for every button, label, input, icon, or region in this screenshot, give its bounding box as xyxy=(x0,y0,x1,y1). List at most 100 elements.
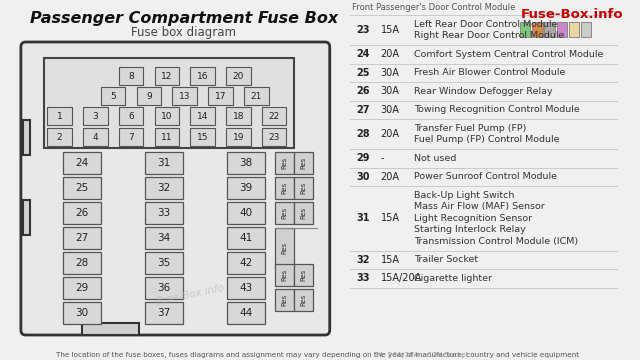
Text: 30A: 30A xyxy=(381,86,399,96)
Text: Rear Window Defogger Relay: Rear Window Defogger Relay xyxy=(415,87,553,96)
Text: 27: 27 xyxy=(356,105,369,115)
Text: Res: Res xyxy=(300,294,307,306)
Text: Power Sunroof Control Module: Power Sunroof Control Module xyxy=(415,172,557,181)
Bar xyxy=(532,22,543,37)
Bar xyxy=(227,227,265,249)
Text: Starting Interlock Relay: Starting Interlock Relay xyxy=(415,225,526,234)
Bar xyxy=(569,22,579,37)
Bar xyxy=(227,152,265,174)
Text: 28: 28 xyxy=(76,258,89,268)
Text: 20A: 20A xyxy=(381,49,399,59)
Bar xyxy=(294,152,313,174)
Text: Light Recognition Sensor: Light Recognition Sensor xyxy=(415,214,532,223)
Bar xyxy=(294,264,313,286)
Bar xyxy=(262,107,287,125)
Text: 9: 9 xyxy=(146,91,152,100)
Text: Res: Res xyxy=(282,242,287,254)
Text: 22: 22 xyxy=(269,112,280,121)
Text: 11: 11 xyxy=(161,132,173,141)
Text: 34: 34 xyxy=(157,233,171,243)
Text: Trailer Socket: Trailer Socket xyxy=(415,255,479,264)
Bar xyxy=(145,177,183,199)
Text: 15A: 15A xyxy=(381,255,399,265)
Text: 24: 24 xyxy=(76,158,89,168)
Text: 30A: 30A xyxy=(381,105,399,115)
Text: Comfort System Central Control Module: Comfort System Central Control Module xyxy=(415,50,604,59)
Bar xyxy=(190,128,215,146)
Text: Res: Res xyxy=(282,207,287,219)
Text: Back-Up Light Switch: Back-Up Light Switch xyxy=(415,191,515,200)
Text: Front Passenger's Door Control Module: Front Passenger's Door Control Module xyxy=(353,3,516,12)
Text: 25: 25 xyxy=(76,183,89,193)
Text: 4: 4 xyxy=(92,132,98,141)
Bar xyxy=(119,128,143,146)
FancyBboxPatch shape xyxy=(21,42,330,335)
Text: Fuse-Box.info: Fuse-Box.info xyxy=(155,283,226,307)
Bar xyxy=(63,177,101,199)
Text: Res: Res xyxy=(282,294,287,306)
Text: 39: 39 xyxy=(239,183,253,193)
Bar xyxy=(190,107,215,125)
Text: 3: 3 xyxy=(92,112,98,121)
Text: 35: 35 xyxy=(157,258,171,268)
Bar xyxy=(83,128,108,146)
Bar xyxy=(275,228,294,268)
Text: 37: 37 xyxy=(157,308,171,318)
Text: Res: Res xyxy=(282,157,287,169)
Text: 33: 33 xyxy=(356,273,369,283)
Bar xyxy=(137,87,161,105)
Text: 41: 41 xyxy=(239,233,253,243)
Text: 30: 30 xyxy=(356,172,369,182)
Text: 5: 5 xyxy=(110,91,116,100)
Text: 26: 26 xyxy=(76,208,89,218)
Text: Fuse box diagram: Fuse box diagram xyxy=(131,26,236,39)
Text: 23: 23 xyxy=(269,132,280,141)
Text: 12: 12 xyxy=(161,72,173,81)
Bar xyxy=(145,277,183,299)
Text: Transfer Fuel Pump (FP): Transfer Fuel Pump (FP) xyxy=(415,124,527,133)
Bar xyxy=(145,202,183,224)
Text: 10: 10 xyxy=(161,112,173,121)
Bar xyxy=(63,302,101,324)
Text: 8: 8 xyxy=(128,72,134,81)
Text: Not used: Not used xyxy=(415,154,457,163)
Text: Fresh Air Blower Control Module: Fresh Air Blower Control Module xyxy=(415,68,566,77)
Text: 15A: 15A xyxy=(381,25,399,35)
Text: 15: 15 xyxy=(197,132,209,141)
Bar xyxy=(101,87,125,105)
Bar xyxy=(226,67,251,85)
Bar xyxy=(155,67,179,85)
Text: 27: 27 xyxy=(76,233,89,243)
Bar xyxy=(47,128,72,146)
Bar xyxy=(119,107,143,125)
Text: Res: Res xyxy=(282,182,287,194)
Bar xyxy=(83,107,108,125)
Bar xyxy=(275,264,294,286)
Text: Towing Recognition Control Module: Towing Recognition Control Module xyxy=(415,105,580,114)
Bar xyxy=(557,22,567,37)
Bar xyxy=(47,107,72,125)
Text: Res: Res xyxy=(300,182,307,194)
Text: 40: 40 xyxy=(239,208,253,218)
Bar xyxy=(294,289,313,311)
Bar xyxy=(227,177,265,199)
Bar xyxy=(190,67,215,85)
Bar xyxy=(145,227,183,249)
Bar xyxy=(63,252,101,274)
Text: Fuse-Box.info: Fuse-Box.info xyxy=(520,8,623,21)
Bar xyxy=(173,87,197,105)
Bar xyxy=(145,152,183,174)
Text: Res: Res xyxy=(300,207,307,219)
Text: 36: 36 xyxy=(157,283,171,293)
Bar xyxy=(226,128,251,146)
Text: 44: 44 xyxy=(239,308,253,318)
Bar xyxy=(82,323,139,335)
Bar xyxy=(294,177,313,199)
Text: -: - xyxy=(381,153,384,163)
Bar xyxy=(208,87,233,105)
Bar xyxy=(155,107,179,125)
Text: 20A: 20A xyxy=(381,172,399,182)
Text: 6: 6 xyxy=(128,112,134,121)
Bar xyxy=(275,152,294,174)
Text: Fuel Pump (FP) Control Module: Fuel Pump (FP) Control Module xyxy=(415,135,560,144)
